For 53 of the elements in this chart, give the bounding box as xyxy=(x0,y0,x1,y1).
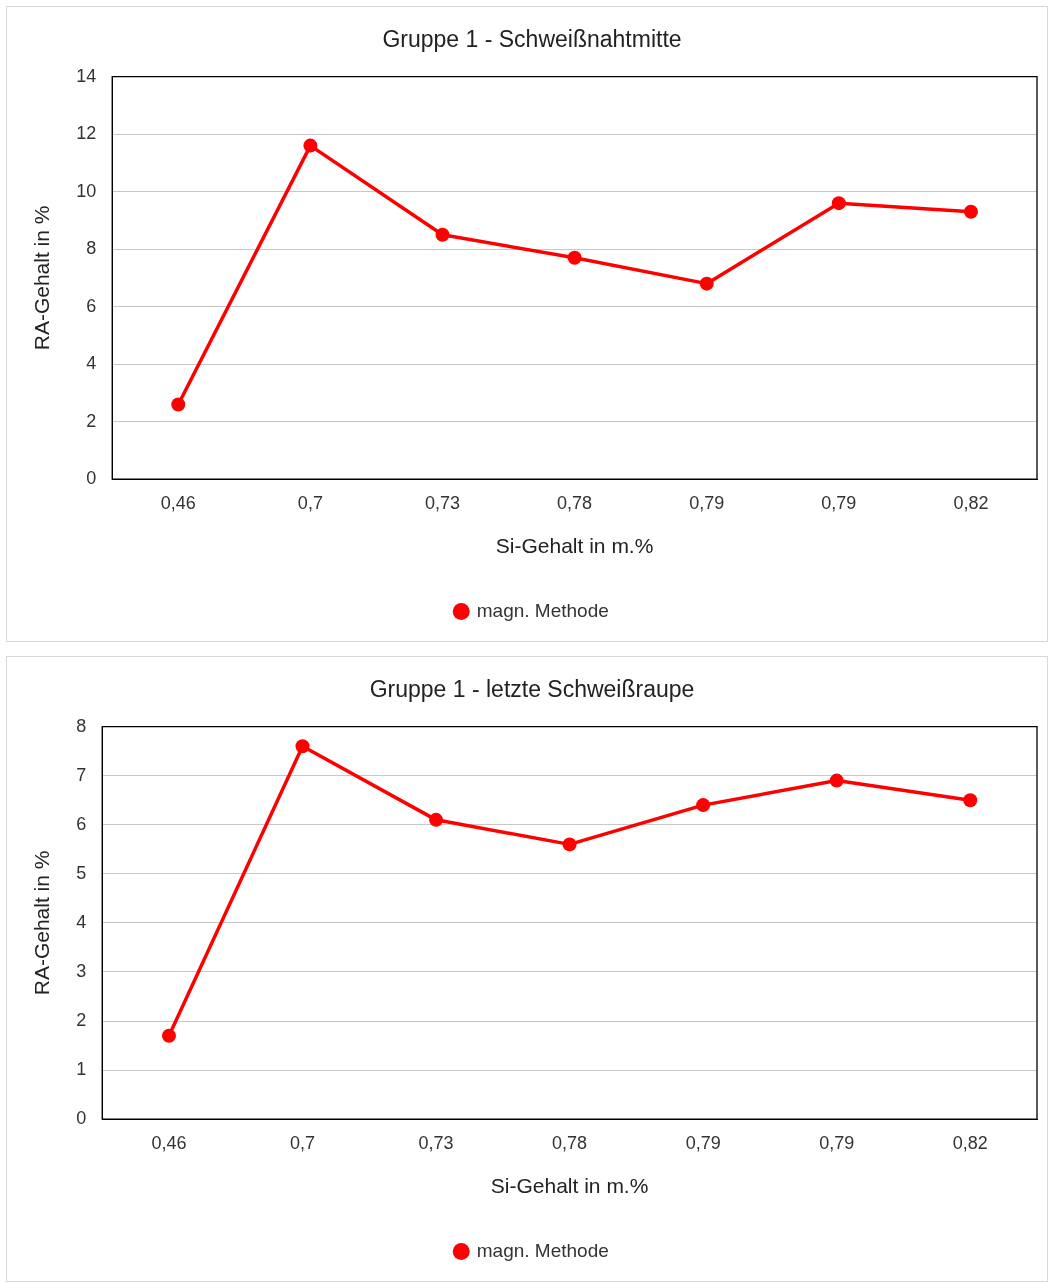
y-tick-label: 4 xyxy=(86,353,97,374)
x-tick-label: 0,73 xyxy=(424,492,461,513)
x-axis-title: Si-Gehalt in m.% xyxy=(495,534,654,558)
x-tick-label: 0,82 xyxy=(953,492,989,513)
y-tick-label: 14 xyxy=(76,65,97,86)
x-axis-title: Si-Gehalt in m.% xyxy=(490,1174,649,1198)
point xyxy=(963,204,978,219)
point xyxy=(429,812,444,827)
x-tick-label: 0,7 xyxy=(297,492,323,513)
y-tick-label: 6 xyxy=(86,295,97,316)
y-axis-title: RA-Gehalt in % xyxy=(30,850,54,996)
point xyxy=(562,837,577,852)
point xyxy=(963,793,978,808)
x-tick-label: 0,46 xyxy=(151,1132,187,1153)
y-tick-label: 7 xyxy=(76,764,87,785)
y-tick-label: 2 xyxy=(86,410,97,431)
x-tick-label: 0,82 xyxy=(952,1132,988,1153)
y-tick-label: 5 xyxy=(76,862,87,883)
y-tick-label: 8 xyxy=(86,238,97,259)
point xyxy=(303,138,318,153)
x-tick-label: 0,73 xyxy=(418,1132,454,1153)
y-tick-label: 0 xyxy=(76,1108,87,1129)
x-tick-label: 0,79 xyxy=(685,1132,721,1153)
x-tick-label: 0,79 xyxy=(689,492,725,513)
y-tick-label: 0 xyxy=(86,468,97,489)
x-tick-label: 0,46 xyxy=(160,492,196,513)
y-tick-label: 2 xyxy=(76,1010,87,1031)
point xyxy=(435,227,450,242)
y-tick-label: 3 xyxy=(76,960,87,981)
y-tick-label: 12 xyxy=(76,123,97,144)
y-axis-title: RA-Gehalt in % xyxy=(30,205,54,351)
x-tick-label: 0,7 xyxy=(290,1132,316,1153)
y-tick-label: 4 xyxy=(76,911,87,932)
point xyxy=(161,1028,176,1043)
y-tick-label: 10 xyxy=(76,180,97,201)
legend-label: magn. Methode xyxy=(476,599,609,621)
x-tick-label: 0,79 xyxy=(821,492,857,513)
point xyxy=(699,276,714,291)
y-tick-label: 1 xyxy=(76,1059,87,1080)
point xyxy=(831,196,846,211)
point xyxy=(829,773,844,788)
point xyxy=(567,250,582,265)
x-tick-label: 0,78 xyxy=(552,1132,588,1153)
point xyxy=(696,798,711,813)
legend-label: magn. Methode xyxy=(476,1239,609,1261)
x-tick-label: 0,79 xyxy=(819,1132,855,1153)
x-tick-label: 0,78 xyxy=(557,492,593,513)
point xyxy=(171,397,186,412)
chart-title: Gruppe 1 - Schweißnahtmitte xyxy=(382,26,682,53)
chart-title: Gruppe 1 - letzte Schweißraupe xyxy=(369,676,695,703)
point xyxy=(295,739,310,754)
y-tick-label: 8 xyxy=(76,715,87,736)
y-tick-label: 6 xyxy=(76,813,87,834)
